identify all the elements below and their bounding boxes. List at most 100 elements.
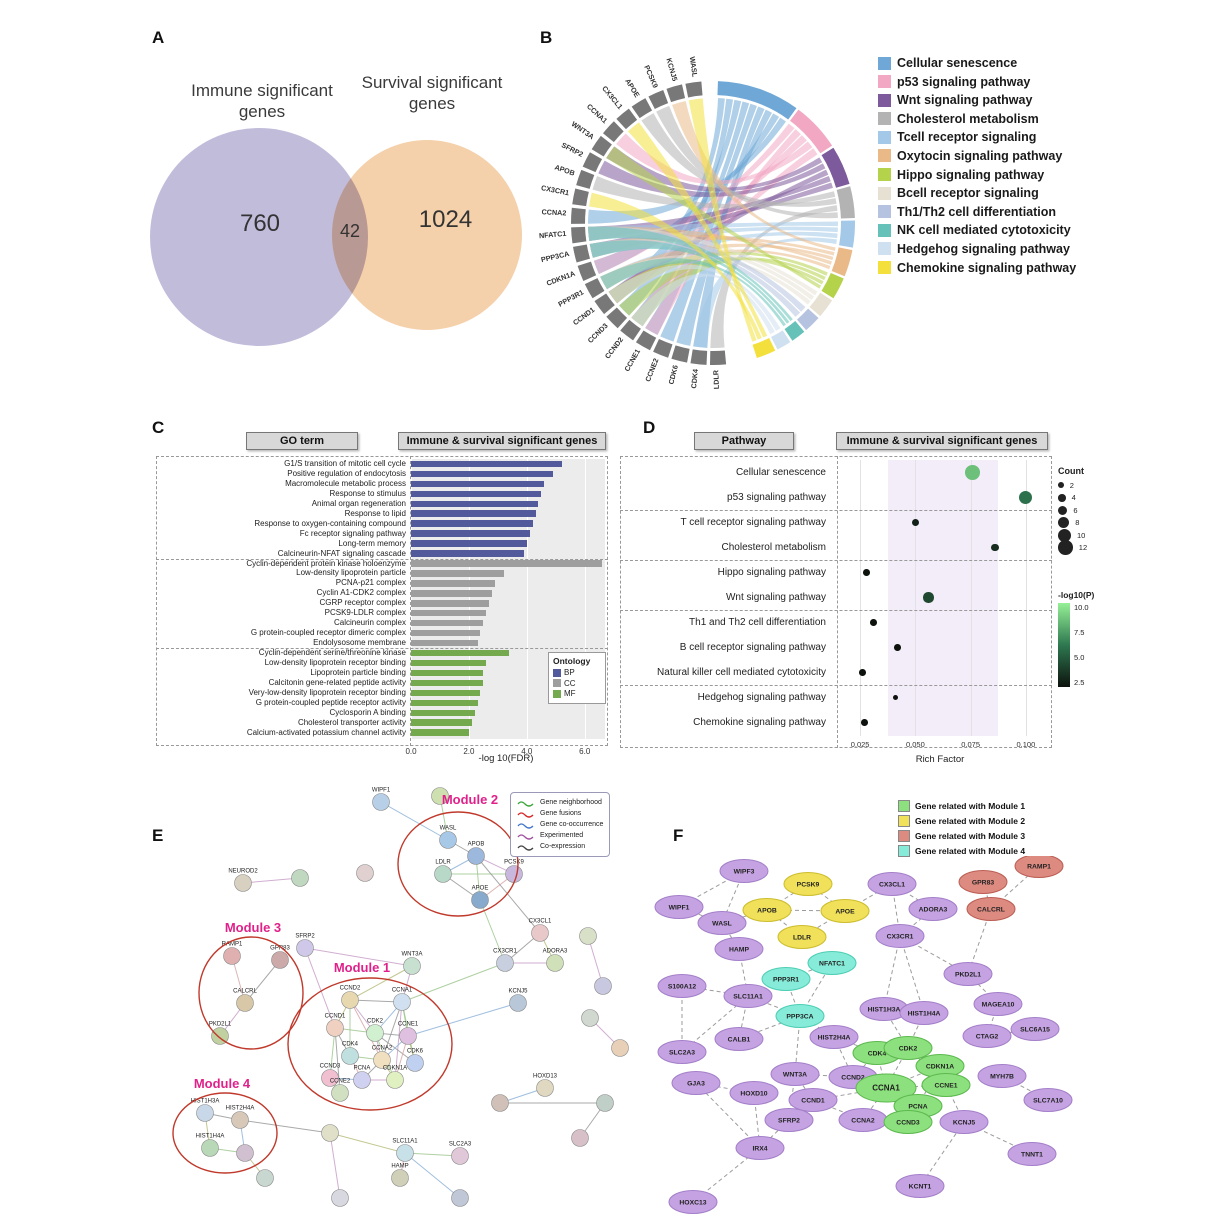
gene-arc: [685, 81, 703, 98]
ontology-key: BP: [564, 668, 575, 677]
pathway-dot-chart: Cellular senescence p53 signaling pathway…: [620, 456, 1060, 771]
go-term-label: Low-density lipoprotein receptor binding: [264, 658, 406, 668]
ontology-legend-item: CC: [553, 679, 601, 688]
node-label: CDK4: [342, 1042, 359, 1048]
grid-line: [468, 459, 470, 739]
string-legend-item: Gene neighborhood: [517, 797, 603, 808]
gene-label: CCNA1: [585, 102, 609, 125]
go-term-label: G protein-coupled receptor dimeric compl…: [250, 628, 406, 638]
go-bar-track: [411, 568, 605, 578]
gene-arc: [690, 349, 708, 365]
go-x-tick: 2.0: [463, 747, 475, 756]
network-edge: [334, 1027, 341, 1094]
go-bar: [411, 550, 524, 557]
gene-node-label: WIPF1: [669, 905, 690, 912]
pathway-dot: [892, 694, 899, 701]
node-label: HIST1H4A: [196, 1134, 225, 1140]
gene-node-label: APOE: [835, 909, 855, 916]
dot-chart-border: [620, 456, 1052, 748]
network-edge: [475, 855, 541, 934]
gene-arc: [606, 307, 628, 329]
go-bar-track: [411, 718, 605, 728]
network-node: [372, 793, 390, 811]
gene-node-label: PCSK9: [797, 882, 820, 889]
pathway-legend-item: Hippo signaling pathway: [878, 168, 1076, 182]
gene-node: [723, 984, 773, 1008]
go-bar: [411, 600, 490, 607]
go-term-label: Very-low-density lipoprotein receptor bi…: [248, 687, 406, 697]
gene-node-label: CCND1: [801, 1098, 825, 1105]
go-bar-track: [411, 648, 605, 658]
pathway-arc: [717, 81, 797, 120]
network-edge: [812, 1087, 887, 1101]
gene-node: [875, 924, 925, 948]
gene-node: [735, 1136, 785, 1160]
gene-arc: [666, 84, 686, 103]
module-label: Module 2: [442, 792, 498, 807]
string-legend-item: Gene co-occurrence: [517, 819, 603, 830]
node-label: PKD2L1: [209, 1022, 232, 1028]
node-label: GPR83: [270, 946, 290, 952]
pathway-legend-swatch: [878, 242, 891, 256]
venn-right-circle: [332, 140, 522, 330]
grid-line: [1025, 460, 1027, 736]
go-bar-row: Very-low-density lipoprotein receptor bi…: [158, 688, 605, 698]
go-bar-row: Cyclin A1-CDK2 complex: [158, 588, 605, 598]
pathway-row-label: Hedgehog signaling pathway: [697, 692, 826, 703]
network-edge: [349, 965, 413, 1001]
panel-b-label: B: [540, 28, 553, 47]
go-bar-track: [411, 598, 605, 608]
edge-type-label: Gene co-occurrence: [540, 821, 604, 828]
chord-ribbon: [589, 240, 790, 324]
network-node: [373, 1051, 391, 1069]
go-bar: [411, 490, 542, 498]
count-bubble: [1058, 505, 1068, 515]
count-legend: Count 2 4 6 8 10 12: [1058, 466, 1118, 556]
gene-node-label: SLC7A10: [1033, 1098, 1063, 1105]
gene-node: [714, 937, 764, 961]
pathway-legend-item: Tcell receptor signaling: [878, 130, 1076, 144]
gene-node: [742, 898, 792, 922]
network-edge: [404, 1152, 461, 1157]
go-bar-row: Macromolecule metabolic process: [158, 479, 605, 489]
gene-label: APOB: [553, 162, 576, 177]
gene-node-label: CTAG2: [976, 1034, 999, 1041]
go-bar: [411, 629, 481, 637]
pathway-legend-label: Bcell receptor signaling: [897, 186, 1039, 201]
network-edge: [242, 877, 301, 884]
gene-node: [958, 870, 1008, 894]
gene-node: [921, 1073, 971, 1097]
count-legend-item: 8: [1058, 517, 1118, 530]
pathway-row-label: p53 signaling pathway: [727, 492, 826, 503]
pathway-legend-swatch: [878, 112, 891, 126]
node-label: SFRP2: [295, 934, 315, 940]
network-node: [546, 954, 564, 972]
panel-d-label: D: [643, 418, 656, 437]
node-label: WIPF3: [431, 786, 450, 788]
pathway-legend-item: NK cell mediated cytotoxicity: [878, 223, 1076, 237]
go-bar-track: [411, 469, 605, 479]
network-node: [596, 1094, 614, 1112]
pathway-legend-label: Cholesterol metabolism: [897, 111, 1039, 126]
venn-right-title: Survival significant genes: [361, 73, 503, 114]
module-legend-label: Gene related with Module 4: [915, 845, 1026, 856]
network-node: [341, 1047, 359, 1065]
pathway-arc: [836, 186, 855, 219]
gene-node-label: WIPF3: [734, 869, 755, 876]
go-bar-row: Response to lipid: [158, 509, 605, 519]
pathway-group-separator: [620, 685, 1052, 686]
node-label: NEUROD2: [228, 869, 258, 875]
pathway-arc: [796, 308, 819, 331]
pvalue-legend-title: -log10(P): [1058, 590, 1095, 600]
gene-arc: [572, 188, 589, 207]
ontology-legend-title: Ontology: [553, 656, 591, 666]
go-bar-row: Fc receptor signaling pathway: [158, 529, 605, 539]
module-legend-item: Gene related with Module 3: [898, 828, 1025, 843]
go-bar-row: Long-term memory: [158, 539, 605, 549]
go-bar-track: [411, 628, 605, 638]
network-node: [366, 1024, 384, 1042]
grid-line: [584, 459, 586, 739]
network-node: [391, 1169, 409, 1187]
node-label: PCNA: [354, 1066, 371, 1072]
module-legend-item: Gene related with Module 4: [898, 843, 1025, 858]
